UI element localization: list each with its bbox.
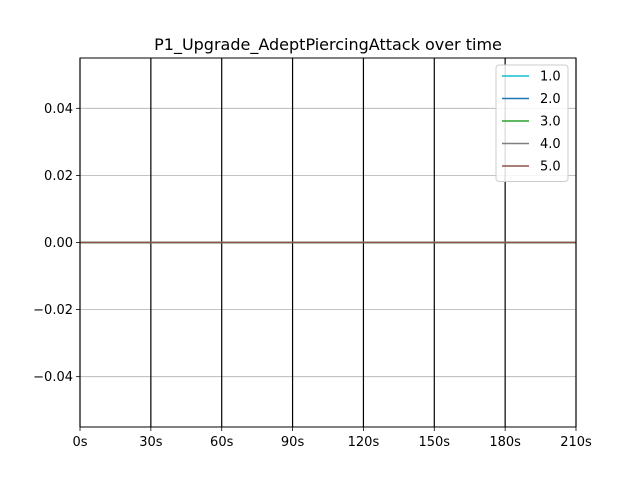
x-tick-label: 150s bbox=[418, 435, 450, 450]
y-tick-label: 0.04 bbox=[44, 102, 73, 117]
y-tick-label: −0.02 bbox=[33, 303, 73, 318]
x-tick-label: 30s bbox=[139, 435, 163, 450]
legend: 1.0 2.0 3.0 4.0 5.0 bbox=[495, 64, 569, 182]
legend-label: 1.0 bbox=[540, 70, 561, 85]
x-tick-label: 180s bbox=[489, 435, 521, 450]
legend-label: 5.0 bbox=[540, 160, 561, 175]
y-tick-label: −0.04 bbox=[33, 370, 73, 385]
x-tick-label: 210s bbox=[560, 435, 592, 450]
chart-title: P1_Upgrade_AdeptPiercingAttack over time bbox=[154, 35, 502, 55]
legend-label: 3.0 bbox=[540, 115, 561, 130]
y-tick-label: 0.02 bbox=[44, 169, 73, 184]
x-axis: 0s 30s 60s 90s 120s 150s 180s 210s bbox=[72, 427, 592, 450]
x-tick-label: 90s bbox=[281, 435, 305, 450]
x-tick-label: 60s bbox=[210, 435, 234, 450]
y-axis: −0.04 −0.02 0.00 0.02 0.04 bbox=[33, 102, 80, 385]
x-tick-label: 0s bbox=[72, 435, 87, 450]
legend-label: 2.0 bbox=[540, 92, 561, 107]
y-tick-label: 0.00 bbox=[44, 236, 73, 251]
legend-box bbox=[495, 64, 569, 182]
x-tick-label: 120s bbox=[348, 435, 380, 450]
legend-label: 4.0 bbox=[540, 137, 561, 152]
